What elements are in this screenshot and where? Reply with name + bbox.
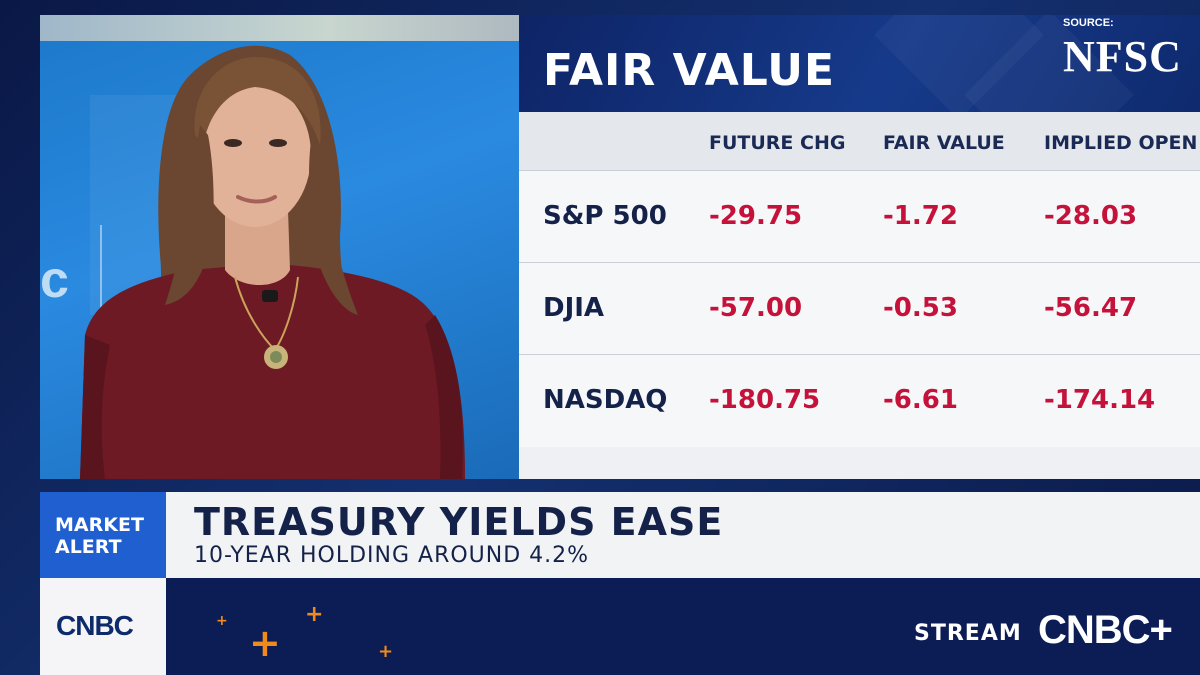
fair-value-table: FUTURE CHG FAIR VALUE IMPLIED OPEN S&P 5… xyxy=(519,112,1200,479)
fair-value-value: -0.53 xyxy=(883,293,958,323)
fair-value-value: -1.72 xyxy=(883,201,958,231)
index-name: DJIA xyxy=(543,293,605,323)
implied-open-value: -28.03 xyxy=(1044,201,1138,231)
plus-icon: + xyxy=(305,602,324,627)
column-header-implied-open: IMPLIED OPEN xyxy=(1044,132,1198,154)
alert-headline: TREASURY YIELDS EASE xyxy=(194,500,724,544)
alert-tag-line2: ALERT xyxy=(55,536,122,558)
alert-banner xyxy=(40,492,1200,578)
fair-value-header: FAIR VALUE SOURCE: NFSC xyxy=(519,15,1200,112)
network-logo-box: CNBC xyxy=(40,578,166,675)
panel-title: FAIR VALUE xyxy=(543,45,836,96)
market-alert-tag: MARKET ALERT xyxy=(40,492,166,578)
column-header-fair-value: FAIR VALUE xyxy=(883,132,1005,154)
table-header: FUTURE CHG FAIR VALUE IMPLIED OPEN xyxy=(519,112,1200,170)
table-row: S&P 500 -29.75 -1.72 -28.03 xyxy=(519,170,1200,263)
implied-open-value: -56.47 xyxy=(1044,293,1138,323)
source-name: NFSC xyxy=(1063,32,1182,81)
studio-divider-line xyxy=(100,225,102,345)
fair-value-value: -6.61 xyxy=(883,385,958,415)
table-row: DJIA -57.00 -0.53 -56.47 xyxy=(519,262,1200,355)
network-logo: CNBC xyxy=(56,610,134,641)
alert-subhead: 10-YEAR HOLDING AROUND 4.2% xyxy=(194,543,590,568)
presenter-video: c xyxy=(40,15,519,479)
stream-label: STREAM xyxy=(914,621,1022,646)
plus-icon: + xyxy=(249,621,281,665)
future-chg-value: -29.75 xyxy=(709,201,803,231)
studio-logo-mark: c xyxy=(40,251,69,309)
source-label: SOURCE: xyxy=(1063,17,1114,29)
presenter-figure xyxy=(80,45,465,479)
plus-icon: + xyxy=(378,641,394,662)
column-header-future-chg: FUTURE CHG xyxy=(709,132,846,154)
stream-logo: CNBC+ xyxy=(1038,608,1173,652)
alert-tag-line1: MARKET xyxy=(55,514,144,536)
plus-icon: + xyxy=(216,613,228,629)
future-chg-value: -57.00 xyxy=(709,293,803,323)
bottom-bar xyxy=(166,578,1200,675)
future-chg-value: -180.75 xyxy=(709,385,821,415)
index-name: NASDAQ xyxy=(543,385,668,415)
table-row: NASDAQ -180.75 -6.61 -174.14 xyxy=(519,354,1200,447)
implied-open-value: -174.14 xyxy=(1044,385,1156,415)
index-name: S&P 500 xyxy=(543,201,667,231)
studio-top-strip xyxy=(40,15,519,41)
